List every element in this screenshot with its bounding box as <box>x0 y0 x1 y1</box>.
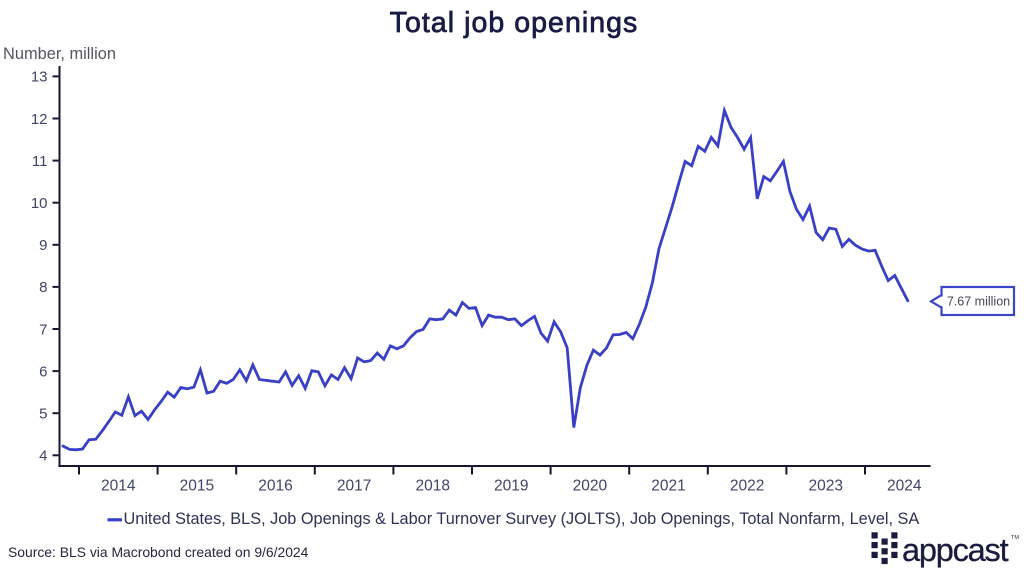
svg-text:4: 4 <box>39 448 47 465</box>
svg-text:8: 8 <box>39 279 47 296</box>
svg-text:2024: 2024 <box>887 478 922 495</box>
svg-text:10: 10 <box>31 195 48 212</box>
svg-text:2021: 2021 <box>651 478 685 495</box>
svg-text:7: 7 <box>39 321 47 338</box>
svg-text:2016: 2016 <box>258 478 292 495</box>
svg-text:11: 11 <box>32 153 48 170</box>
svg-text:2014: 2014 <box>101 478 136 495</box>
svg-text:2017: 2017 <box>337 478 371 495</box>
svg-text:9: 9 <box>39 237 47 254</box>
svg-text:2018: 2018 <box>415 478 449 495</box>
svg-text:2019: 2019 <box>494 478 528 495</box>
svg-text:6: 6 <box>39 363 47 380</box>
svg-text:7.67 million: 7.67 million <box>947 295 1010 309</box>
svg-text:5: 5 <box>39 406 47 423</box>
svg-text:12: 12 <box>31 111 48 128</box>
svg-text:2015: 2015 <box>180 478 214 495</box>
svg-text:2022: 2022 <box>730 478 764 495</box>
svg-text:2023: 2023 <box>808 478 842 495</box>
svg-text:2020: 2020 <box>573 478 608 495</box>
svg-text:13: 13 <box>31 69 48 86</box>
